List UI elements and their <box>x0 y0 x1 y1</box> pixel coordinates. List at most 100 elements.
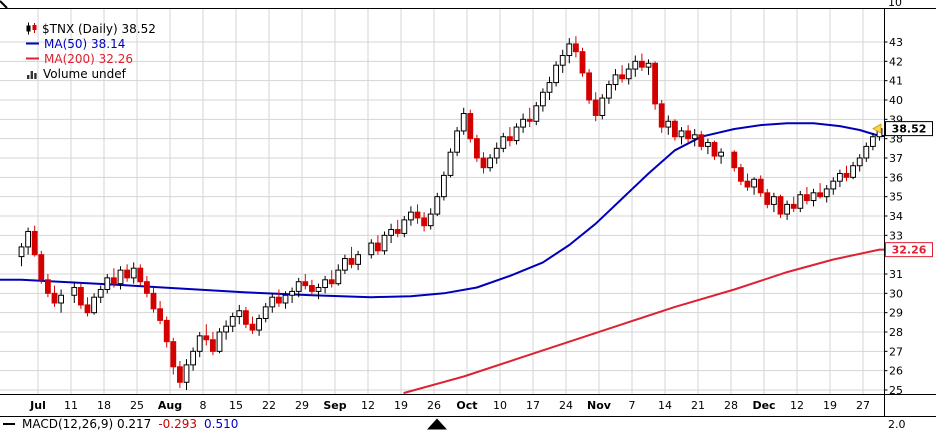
lower-panel-axis-label: 2.0 <box>888 418 906 430</box>
candle <box>738 167 744 182</box>
ma200-label: MA(200) 32.26 <box>44 51 133 66</box>
candle <box>414 211 421 219</box>
candle <box>434 196 441 215</box>
ma200-price-label: 32.26 <box>892 244 927 257</box>
candle <box>447 151 454 176</box>
candle <box>606 84 612 99</box>
candle <box>612 74 619 86</box>
y-tick-label: 30 <box>889 287 903 300</box>
y-tick-label: 27 <box>889 345 903 358</box>
macd-line-icon <box>3 423 15 425</box>
x-tick-label: 14 <box>658 399 672 412</box>
candle <box>744 180 751 188</box>
x-tick-label: 12 <box>790 399 804 412</box>
candle <box>665 120 672 128</box>
candle <box>302 281 309 287</box>
candle <box>493 147 500 159</box>
candle <box>546 82 553 93</box>
symbol-label: $TNX (Daily) 38.52 <box>42 21 156 36</box>
candle <box>71 287 78 296</box>
y-tick-label: 43 <box>889 36 903 49</box>
candle <box>78 287 84 306</box>
candle <box>553 64 560 84</box>
candles <box>18 36 883 390</box>
candle <box>229 316 236 327</box>
candle <box>718 151 725 157</box>
x-tick-label: Dec <box>752 399 775 412</box>
candle <box>137 267 144 283</box>
candle <box>335 269 342 285</box>
candle <box>394 229 401 234</box>
candle <box>111 277 117 285</box>
candle <box>427 213 434 227</box>
ma50-line-icon <box>26 42 39 45</box>
x-tick-label: 24 <box>559 399 573 412</box>
candle <box>751 178 758 188</box>
y-tick-label: 42 <box>889 55 903 68</box>
candle <box>381 234 388 252</box>
ma50-label: MA(50) 38.14 <box>44 36 126 51</box>
candle <box>870 136 876 147</box>
candle <box>474 138 480 159</box>
candle <box>837 172 843 182</box>
x-tick-label: 29 <box>295 399 309 412</box>
ma200-legend-row: MA(200) 32.26 <box>26 51 156 66</box>
candle <box>586 72 593 101</box>
candle <box>190 350 196 366</box>
candle <box>223 325 229 333</box>
x-tick-label: 27 <box>856 399 870 412</box>
x-tick-label: 19 <box>823 399 837 412</box>
candle <box>652 62 659 105</box>
candle <box>104 277 111 290</box>
candle <box>124 269 130 279</box>
last-price-box <box>885 121 933 137</box>
candle <box>487 157 494 169</box>
candle <box>711 142 718 157</box>
x-tick-label: Nov <box>587 399 612 412</box>
candle <box>573 43 579 53</box>
x-tick-label: 26 <box>427 399 441 412</box>
x-tick-label: Sep <box>323 399 346 412</box>
candle <box>830 180 837 190</box>
candle <box>38 254 45 281</box>
candle <box>117 269 124 285</box>
candle <box>375 242 381 252</box>
candle <box>672 120 678 138</box>
y-tick-label: 29 <box>889 307 903 320</box>
candle <box>31 230 38 256</box>
candle <box>157 308 163 321</box>
candle <box>691 134 698 140</box>
symbol-legend-row: $TNX (Daily) 38.52 <box>26 21 156 36</box>
x-tick-label: 25 <box>130 399 144 412</box>
candle <box>856 157 863 167</box>
candle <box>328 279 335 285</box>
candle <box>309 285 315 292</box>
upper-panel-line-fragment <box>0 0 8 9</box>
candle <box>183 364 190 383</box>
x-tick-label: 12 <box>361 399 375 412</box>
macd-signal-value: -0.293 <box>158 417 197 430</box>
candle <box>625 68 632 80</box>
y-tick-label: 34 <box>889 210 903 223</box>
candle <box>322 279 329 289</box>
candle <box>777 196 784 215</box>
candle <box>784 203 791 215</box>
candle <box>823 188 830 198</box>
candle <box>144 281 150 294</box>
x-tick-label: 7 <box>629 399 636 412</box>
x-tick-label: 18 <box>97 399 111 412</box>
candle <box>705 142 711 147</box>
candle <box>685 130 692 140</box>
candle <box>790 203 797 209</box>
candle <box>843 172 850 178</box>
y-tick-label: 26 <box>889 365 903 378</box>
last-price-label: 38.52 <box>892 123 927 136</box>
candle <box>315 287 322 292</box>
candle <box>91 296 97 314</box>
candle <box>467 113 474 140</box>
candle <box>342 258 348 271</box>
candle <box>639 60 645 68</box>
candle <box>355 254 362 265</box>
macd-legend-row: MACD(12,26,9) 0.217 -0.293 0.510 <box>3 417 238 430</box>
